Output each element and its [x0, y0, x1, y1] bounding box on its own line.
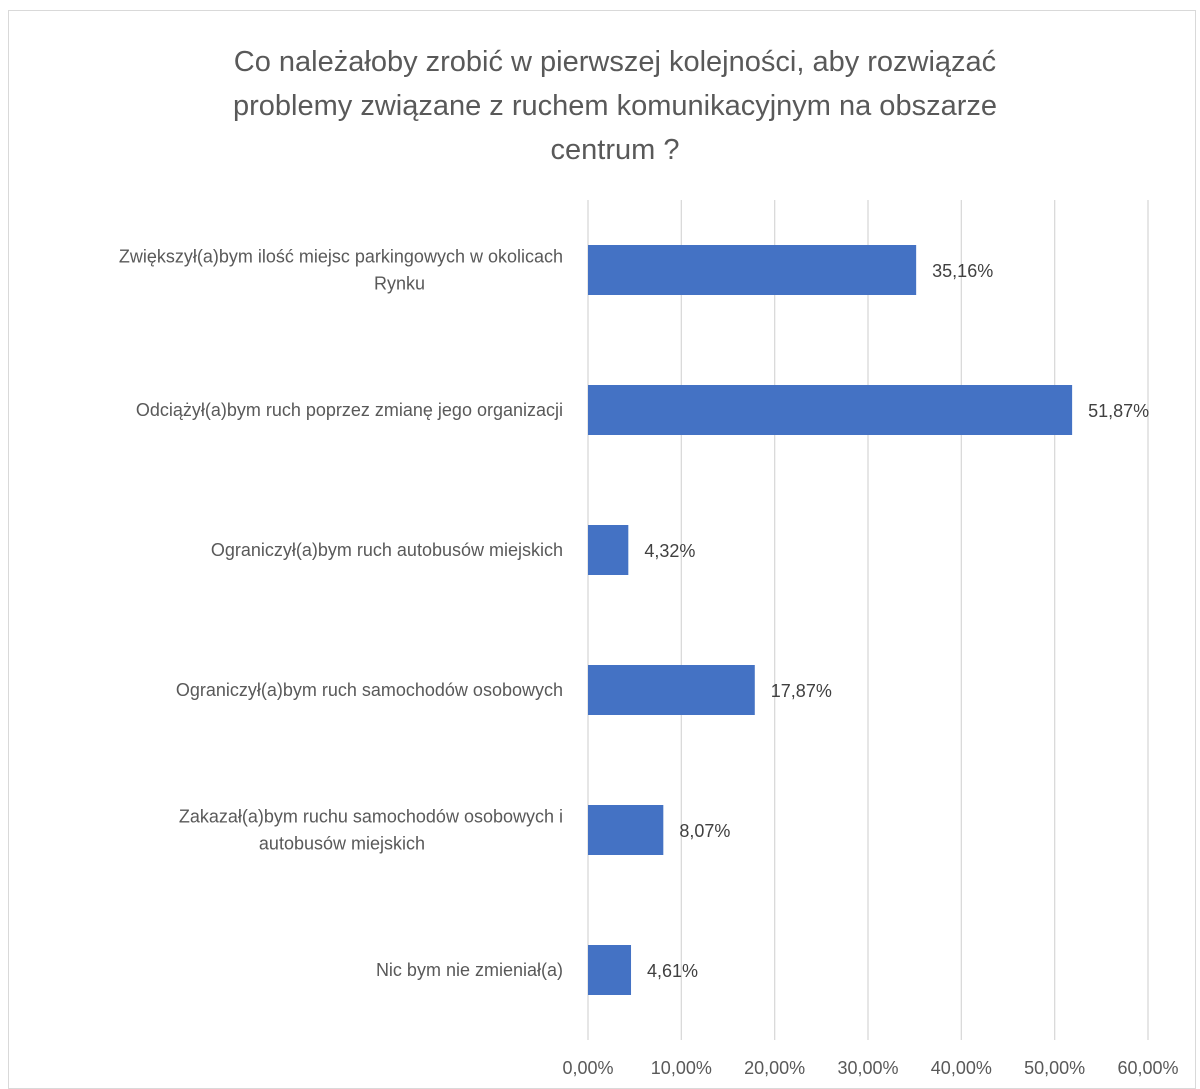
data-label: 17,87%: [771, 681, 832, 701]
chart-title: Co należałoby zrobić w pierwszej kolejno…: [0, 40, 1200, 172]
data-label: 51,87%: [1088, 401, 1149, 421]
bar: [588, 665, 755, 715]
data-label: 8,07%: [679, 821, 730, 841]
category-label: Zakazał(a)bym ruchu samochodów osobowych…: [179, 807, 563, 854]
x-tick-label: 60,00%: [1117, 1058, 1178, 1078]
labels: 0,00% 10,00% 20,00% 30,00% 40,00% 50,00% 60,00…: [119, 247, 1179, 1079]
chart-title-line-1: Co należałoby zrobić w pierwszej kolejno…: [233, 46, 997, 78]
category-label: Ograniczył(a)bym ruch samochodów osobowy…: [176, 680, 563, 700]
x-tick-label: 10,00%: [651, 1058, 712, 1078]
bars: [588, 245, 1073, 995]
chart-title-line-2: problemy związane z ruchem komunikacyjny…: [233, 90, 997, 122]
category-label-line: Odciążył(a)bym ruch poprzez zmianę jego …: [136, 400, 563, 420]
data-label: 4,61%: [647, 961, 698, 981]
grid-lines: [587, 200, 1149, 1040]
x-tick-label: 30,00%: [837, 1058, 898, 1078]
category-label: Odciążył(a)bym ruch poprzez zmianę jego …: [136, 400, 563, 420]
chart-title-line-3: centrum ?: [550, 134, 680, 166]
category-label: Nic bym nie zmieniał(a): [376, 960, 563, 980]
x-tick-label: 40,00%: [931, 1058, 992, 1078]
bar: [588, 945, 632, 995]
x-tick-label: 50,00%: [1024, 1058, 1085, 1078]
category-label-line: Zwiększył(a)bym ilość miejsc parkingowyc…: [119, 247, 563, 267]
x-tick-label: 20,00%: [744, 1058, 805, 1078]
category-label-line: Nic bym nie zmieniał(a): [376, 960, 563, 980]
category-label-line: Ograniczył(a)bym ruch samochodów osobowy…: [176, 680, 563, 700]
x-tick-label: 0,00%: [562, 1058, 613, 1078]
category-label: Zwiększył(a)bym ilość miejsc parkingowyc…: [119, 247, 563, 294]
data-label: 4,32%: [644, 541, 695, 561]
category-label-line: autobusów miejskich: [259, 834, 425, 854]
category-label: Ograniczył(a)bym ruch autobusów miejskic…: [211, 540, 563, 560]
bar: [588, 385, 1073, 435]
bar: [588, 245, 917, 295]
category-label-line: Ograniczył(a)bym ruch autobusów miejskic…: [211, 540, 563, 560]
category-label-line: Rynku: [374, 274, 425, 294]
category-label-line: Zakazał(a)bym ruchu samochodów osobowych…: [179, 807, 563, 827]
bar: [588, 525, 629, 575]
data-label: 35,16%: [932, 261, 993, 281]
bar: [588, 805, 664, 855]
